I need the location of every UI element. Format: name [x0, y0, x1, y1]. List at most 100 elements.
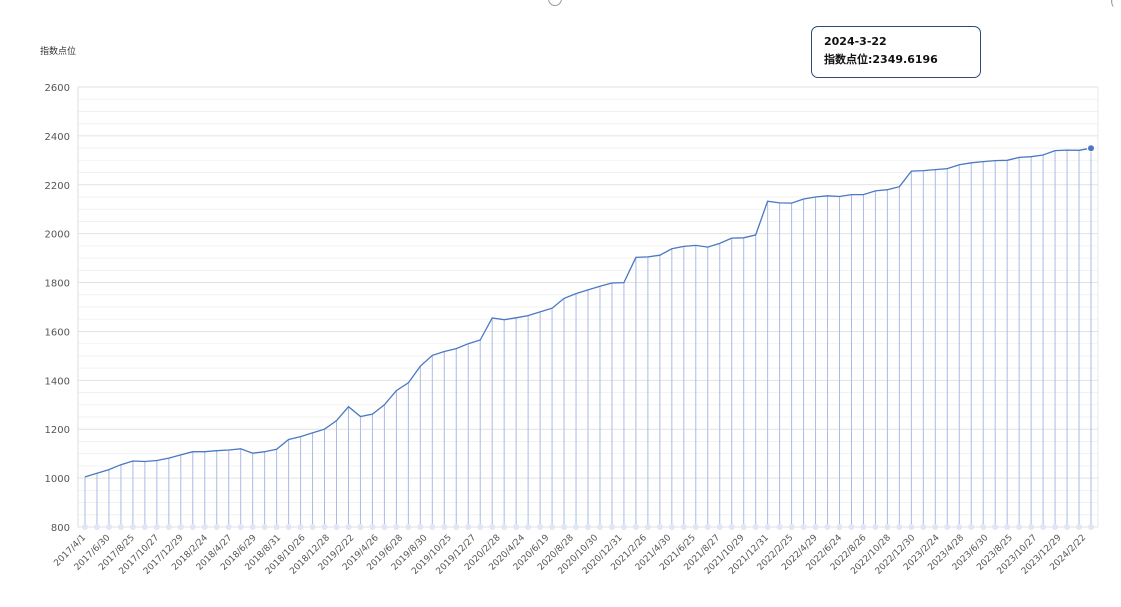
baseline-marker [932, 524, 939, 530]
baseline-marker [1088, 524, 1094, 530]
baseline-marker [501, 524, 508, 530]
baseline-marker [321, 524, 328, 530]
tooltip-date: 2024-3-22 [824, 35, 887, 48]
corner-mark-icon: ( [1110, 0, 1115, 8]
baseline-marker [369, 524, 376, 530]
baseline-marker [345, 524, 352, 530]
y-tick-label: 1800 [45, 279, 70, 290]
baseline-marker [692, 524, 699, 530]
baseline-marker [417, 524, 424, 530]
baseline-marker [525, 524, 532, 530]
baseline-marker [812, 524, 819, 530]
baseline-marker [177, 524, 184, 530]
baseline-marker [1016, 524, 1023, 530]
baseline-marker [620, 524, 627, 530]
baseline-marker [752, 524, 759, 530]
baseline-marker [632, 524, 639, 530]
baseline-marker [549, 524, 556, 530]
baseline-marker [956, 524, 963, 530]
baseline-marker [704, 524, 711, 530]
y-tick-label: 1000 [45, 474, 70, 485]
baseline-marker [297, 524, 304, 530]
tooltip-box: 2024-3-22 指数点位:2349.6196 [811, 26, 981, 78]
baseline-marker [513, 524, 520, 530]
baseline-marker [225, 524, 232, 530]
baseline-marker [836, 524, 843, 530]
y-tick-label: 800 [51, 523, 70, 534]
series-line [84, 147, 1092, 478]
baseline-marker [477, 524, 484, 530]
baseline-marker [1028, 524, 1035, 530]
baseline-marker [237, 524, 244, 530]
y-axis-unit-label: 指数点位 [40, 47, 77, 57]
baseline-marker [213, 524, 220, 530]
baseline-marker [573, 524, 580, 530]
y-tick-label: 2400 [45, 132, 70, 143]
baseline-marker [453, 524, 460, 530]
baseline-marker [596, 524, 603, 530]
baseline-marker [82, 524, 88, 530]
baseline-marker [141, 524, 148, 530]
baseline-marker [908, 524, 915, 530]
highlight-point [1087, 144, 1095, 153]
baseline-marker [333, 524, 340, 530]
baseline-marker [872, 524, 879, 530]
baseline-marker [357, 524, 364, 530]
baseline-marker [117, 524, 124, 530]
baseline-marker [561, 524, 568, 530]
baseline-marker [656, 524, 663, 530]
baseline-marker [824, 524, 831, 530]
baseline-marker [848, 524, 855, 530]
y-tick-label: 1200 [45, 425, 70, 436]
baseline-marker [740, 524, 747, 530]
tooltip-value: 指数点位:2349.6196 [824, 53, 938, 66]
baseline-marker [728, 524, 735, 530]
baseline-marker [441, 524, 448, 530]
baseline-marker [764, 524, 771, 530]
baseline-marker [1004, 524, 1011, 530]
baseline-marker [992, 524, 999, 530]
baseline-marker [1064, 524, 1071, 530]
baseline-marker [668, 524, 675, 530]
baseline-marker [309, 524, 316, 530]
baseline-marker [860, 524, 867, 530]
baseline-marker [944, 524, 951, 530]
baseline-marker [489, 524, 496, 530]
baseline-marker [585, 524, 591, 530]
baseline-marker [405, 524, 412, 530]
y-tick-label: 2200 [45, 181, 70, 192]
baseline-marker [429, 524, 436, 530]
y-tick-label: 2000 [45, 230, 70, 241]
baseline-marker [896, 524, 903, 530]
baseline-marker [129, 524, 136, 530]
baseline-marker [608, 524, 615, 530]
baseline-marker [800, 524, 807, 530]
baseline-marker [1040, 524, 1047, 530]
baseline-marker [980, 524, 987, 530]
baseline-marker [189, 524, 196, 530]
baseline-marker [93, 524, 100, 530]
y-tick-label: 1400 [45, 376, 70, 387]
y-tick-label: 1600 [45, 327, 70, 338]
baseline-marker [1076, 524, 1083, 530]
baseline-marker [381, 524, 388, 530]
baseline-marker [788, 524, 795, 530]
baseline-marker [393, 524, 400, 530]
baseline-marker [201, 524, 208, 530]
baseline-marker [716, 524, 723, 530]
baseline-marker [1052, 524, 1059, 530]
baseline-marker [273, 524, 280, 530]
baseline-marker [680, 524, 687, 530]
baseline-marker [776, 524, 783, 530]
baseline-marker [884, 524, 891, 530]
y-tick-label: 2600 [45, 83, 70, 94]
baseline-marker [920, 524, 927, 530]
baseline-marker [968, 524, 975, 530]
baseline-marker [153, 524, 160, 530]
baseline-marker [537, 524, 544, 530]
baseline-marker [261, 524, 268, 530]
baseline-marker [285, 524, 292, 530]
baseline-marker [644, 524, 651, 530]
